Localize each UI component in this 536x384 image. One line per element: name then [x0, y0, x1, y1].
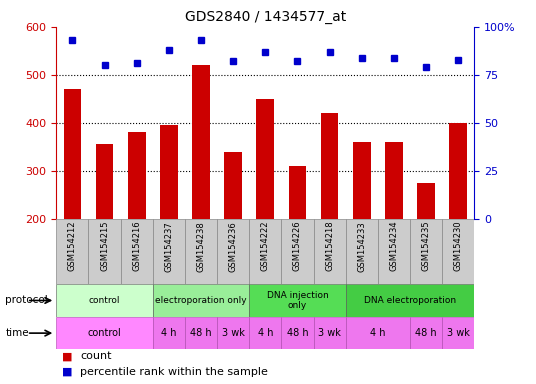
- Bar: [95, 144, 114, 219]
- Bar: [56, 317, 153, 349]
- Bar: [321, 113, 339, 219]
- Text: 3 wk: 3 wk: [222, 328, 244, 338]
- Text: GSM154218: GSM154218: [325, 221, 334, 271]
- Text: GSM154222: GSM154222: [261, 221, 270, 271]
- Bar: [314, 219, 346, 284]
- Bar: [410, 317, 442, 349]
- Bar: [185, 219, 217, 284]
- Bar: [353, 142, 371, 219]
- Bar: [153, 317, 185, 349]
- Text: ■: ■: [62, 351, 76, 361]
- Text: 4 h: 4 h: [370, 328, 385, 338]
- Text: GSM154238: GSM154238: [197, 221, 205, 271]
- Text: ■: ■: [62, 367, 76, 377]
- Text: GSM154237: GSM154237: [165, 221, 173, 271]
- Text: 3 wk: 3 wk: [318, 328, 341, 338]
- Text: GSM154235: GSM154235: [422, 221, 430, 271]
- Bar: [249, 284, 346, 317]
- Bar: [249, 219, 281, 284]
- Bar: [410, 219, 442, 284]
- Bar: [346, 219, 378, 284]
- Text: GSM154233: GSM154233: [358, 221, 366, 271]
- Text: time: time: [5, 328, 29, 338]
- Bar: [249, 317, 281, 349]
- Bar: [225, 152, 242, 219]
- Bar: [314, 317, 346, 349]
- Text: GSM154212: GSM154212: [68, 221, 77, 271]
- Bar: [88, 219, 121, 284]
- Bar: [281, 317, 314, 349]
- Bar: [281, 219, 314, 284]
- Bar: [56, 219, 88, 284]
- Bar: [289, 166, 307, 219]
- Text: GSM154234: GSM154234: [390, 221, 398, 271]
- Bar: [378, 219, 410, 284]
- Bar: [418, 183, 435, 219]
- Text: DNA electroporation: DNA electroporation: [364, 296, 456, 305]
- Bar: [217, 317, 249, 349]
- Text: 48 h: 48 h: [287, 328, 308, 338]
- Text: control: control: [89, 296, 120, 305]
- Text: GSM154236: GSM154236: [229, 221, 237, 271]
- Text: count: count: [80, 351, 112, 361]
- Bar: [160, 125, 177, 219]
- Bar: [121, 219, 153, 284]
- Text: 4 h: 4 h: [258, 328, 273, 338]
- Text: protocol: protocol: [5, 295, 48, 306]
- Text: 48 h: 48 h: [190, 328, 212, 338]
- Bar: [128, 132, 146, 219]
- Text: GSM154226: GSM154226: [293, 221, 302, 271]
- Bar: [56, 284, 153, 317]
- Text: GSM154215: GSM154215: [100, 221, 109, 271]
- Bar: [192, 65, 210, 219]
- Bar: [63, 89, 81, 219]
- Bar: [185, 317, 217, 349]
- Bar: [217, 219, 249, 284]
- Bar: [385, 142, 403, 219]
- Text: 4 h: 4 h: [161, 328, 176, 338]
- Text: control: control: [88, 328, 121, 338]
- Text: GSM154230: GSM154230: [454, 221, 463, 271]
- Bar: [346, 284, 474, 317]
- Bar: [442, 317, 474, 349]
- Bar: [153, 284, 249, 317]
- Text: DNA injection
only: DNA injection only: [266, 291, 329, 310]
- Bar: [256, 99, 274, 219]
- Bar: [153, 219, 185, 284]
- Text: percentile rank within the sample: percentile rank within the sample: [80, 367, 269, 377]
- Text: electroporation only: electroporation only: [155, 296, 247, 305]
- Text: 48 h: 48 h: [415, 328, 437, 338]
- Title: GDS2840 / 1434577_at: GDS2840 / 1434577_at: [185, 10, 346, 25]
- Bar: [442, 219, 474, 284]
- Bar: [346, 317, 410, 349]
- Text: GSM154216: GSM154216: [132, 221, 141, 271]
- Bar: [449, 123, 467, 219]
- Text: 3 wk: 3 wk: [447, 328, 470, 338]
